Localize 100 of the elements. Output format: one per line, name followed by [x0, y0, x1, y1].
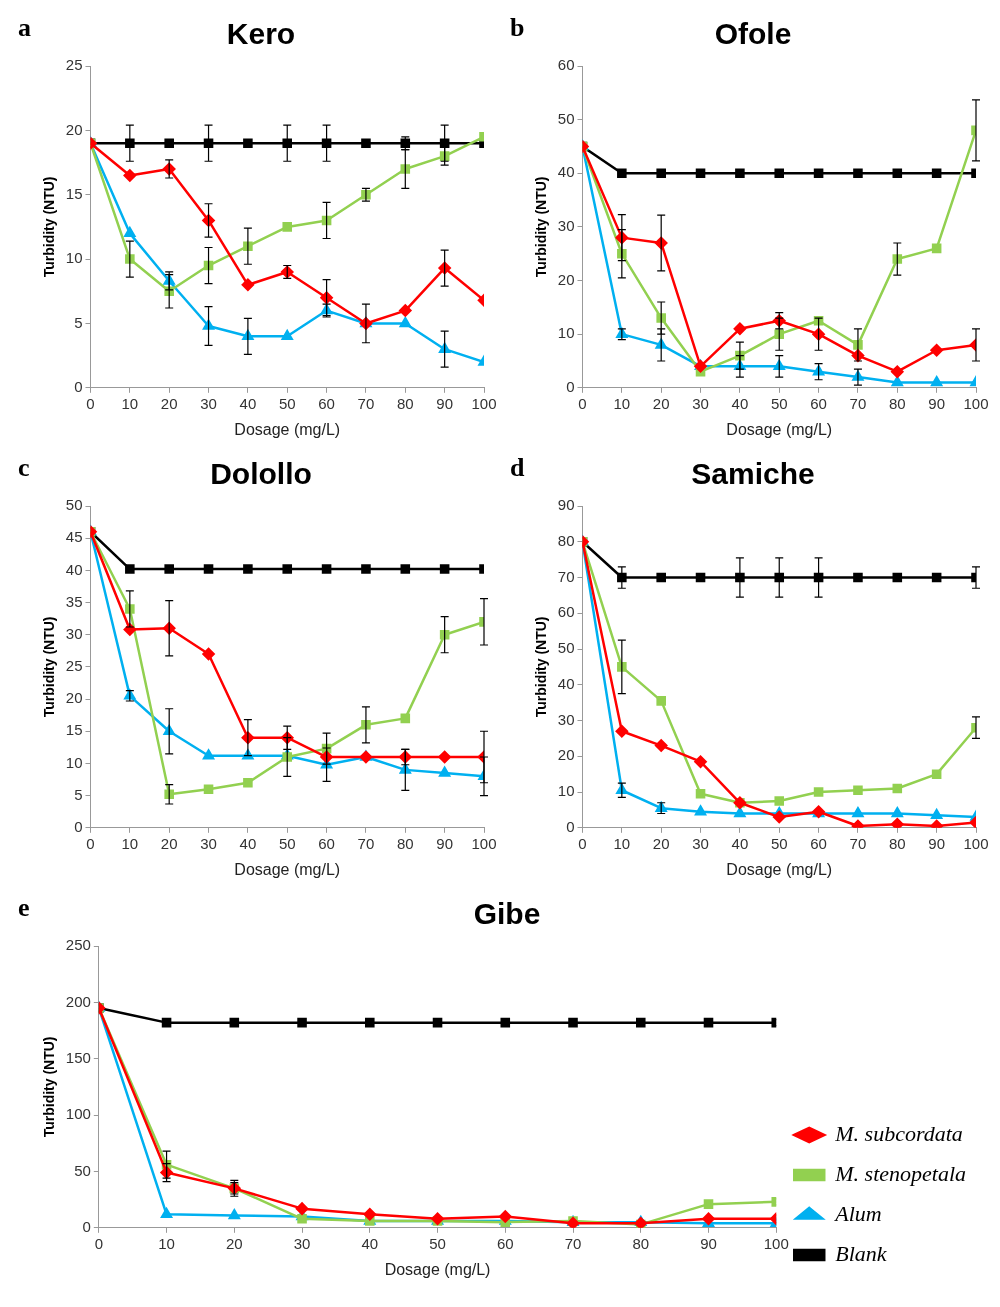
chart-title: Ofole [714, 17, 792, 51]
x-tick-label: 50 [770, 834, 788, 852]
x-tick-label: 20 [652, 394, 670, 412]
x-tick-label: 80 [632, 1234, 650, 1252]
x-tick-label: 60 [810, 834, 827, 852]
x-tick-label: 90 [700, 1234, 717, 1252]
y-tick-label: 40 [557, 163, 575, 181]
y-tick-label: 0 [82, 1217, 91, 1235]
x-tick-label: 10 [613, 834, 631, 852]
y-tick-label: 50 [557, 109, 575, 127]
y-tick-label: 10 [557, 324, 575, 342]
x-tick-label: 100 [763, 1234, 789, 1252]
text: e [18, 892, 30, 922]
y-tick-label: 45 [65, 528, 83, 546]
legend-label: Alum [833, 1200, 882, 1226]
y-tick-label: 20 [557, 746, 575, 764]
x-tick-label: 40 [361, 1234, 379, 1252]
y-tick-label: 200 [65, 992, 91, 1010]
x-tick-label: 90 [928, 834, 945, 852]
y-tick-label: 30 [557, 710, 575, 728]
x-tick-label: 80 [396, 394, 414, 412]
text: c [18, 452, 30, 482]
y-tick-label: 40 [557, 674, 575, 692]
y-tick-label: 5 [74, 313, 83, 331]
x-tick-label: 20 [160, 834, 178, 852]
x-tick-label: 30 [692, 394, 709, 412]
x-tick-label: 10 [613, 394, 631, 412]
y-tick-label: 30 [557, 217, 575, 235]
y-tick-label: 25 [65, 56, 83, 74]
y-tick-label: 20 [65, 689, 83, 707]
x-tick-label: 10 [121, 394, 139, 412]
y-axis-title: Turbidity (NTU) [41, 176, 58, 278]
chart-title: Kero [226, 17, 296, 51]
y-tick-label: 10 [65, 753, 83, 771]
y-tick-label: 100 [65, 1105, 91, 1123]
x-tick-label: 20 [160, 394, 178, 412]
y-tick-label: 90 [557, 496, 575, 514]
y-axis-title: Turbidity (NTU) [41, 1036, 58, 1138]
x-tick-label: 20 [652, 834, 670, 852]
x-tick-label: 80 [888, 834, 906, 852]
text: a [18, 12, 31, 42]
x-tick-label: 100 [471, 394, 497, 412]
x-tick-label: 50 [278, 394, 296, 412]
legend-label: M. subcordata [834, 1120, 963, 1146]
x-axis-title: Dosage (mg/L) [234, 420, 341, 438]
y-tick-label: 250 [65, 936, 91, 954]
y-tick-label: 5 [74, 785, 83, 803]
y-tick-label: 20 [557, 270, 575, 288]
x-tick-label: 50 [278, 834, 296, 852]
y-tick-label: 20 [65, 120, 83, 138]
y-tick-label: 60 [557, 56, 575, 74]
x-tick-label: 0 [578, 394, 587, 412]
y-axis-title: Turbidity (NTU) [41, 616, 58, 718]
x-tick-label: 10 [158, 1234, 175, 1252]
y-tick-label: 0 [74, 817, 83, 835]
x-tick-label: 0 [578, 834, 587, 852]
x-tick-label: 80 [396, 834, 414, 852]
x-tick-label: 30 [293, 1234, 311, 1252]
x-tick-label: 100 [963, 834, 989, 852]
x-tick-label: 60 [318, 394, 335, 412]
text: b [510, 12, 525, 42]
y-tick-label: 0 [74, 377, 83, 395]
x-tick-label: 70 [357, 834, 375, 852]
x-tick-label: 50 [770, 394, 788, 412]
x-tick-label: 0 [94, 1234, 103, 1252]
x-tick-label: 90 [436, 394, 453, 412]
y-tick-label: 0 [566, 377, 575, 395]
y-tick-label: 10 [65, 249, 83, 267]
y-tick-label: 30 [65, 624, 83, 642]
x-axis-title: Dosage (mg/L) [384, 1260, 491, 1278]
y-tick-label: 25 [65, 657, 83, 675]
x-tick-label: 80 [888, 394, 906, 412]
y-tick-label: 60 [557, 603, 575, 621]
x-tick-label: 20 [225, 1234, 243, 1252]
y-axis-title: Turbidity (NTU) [533, 176, 550, 278]
y-tick-label: 15 [65, 184, 83, 202]
x-tick-label: 60 [810, 394, 827, 412]
x-tick-label: 30 [200, 394, 217, 412]
x-tick-label: 40 [731, 834, 749, 852]
x-tick-label: 40 [239, 834, 257, 852]
x-tick-label: 90 [928, 394, 945, 412]
y-tick-label: 50 [65, 496, 83, 514]
x-tick-label: 60 [496, 1234, 514, 1252]
x-tick-label: 70 [357, 394, 375, 412]
y-tick-label: 35 [65, 592, 83, 610]
x-tick-label: 40 [239, 394, 257, 412]
x-axis-title: Dosage (mg/L) [234, 860, 341, 878]
x-tick-label: 50 [429, 1234, 446, 1252]
x-tick-label: 60 [318, 834, 335, 852]
y-tick-label: 70 [557, 567, 575, 585]
y-tick-label: 15 [65, 721, 83, 739]
x-tick-label: 100 [471, 834, 497, 852]
y-tick-label: 50 [557, 639, 575, 657]
x-axis-title: Dosage (mg/L) [726, 860, 833, 878]
legend-label: Blank [835, 1240, 888, 1266]
x-tick-label: 10 [121, 834, 139, 852]
x-axis-title: Dosage (mg/L) [726, 420, 833, 438]
chart-title: Dolollo [210, 457, 312, 491]
x-tick-label: 90 [436, 834, 453, 852]
x-tick-label: 40 [731, 394, 749, 412]
